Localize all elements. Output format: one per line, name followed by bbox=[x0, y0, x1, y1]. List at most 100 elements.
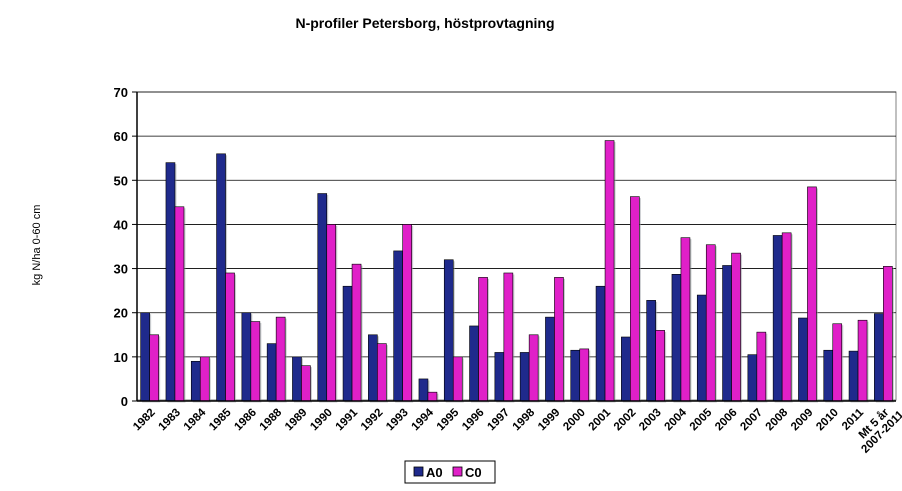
bar-a0-2005 bbox=[696, 294, 707, 402]
bar-a0-1992 bbox=[368, 334, 378, 402]
bar-a0-1994 bbox=[418, 378, 429, 402]
x-tick-label: 1985 bbox=[207, 406, 234, 433]
x-tick-label: 1982 bbox=[131, 407, 158, 434]
y-tick-label: 20 bbox=[114, 306, 128, 321]
x-tick-label: 2001 bbox=[587, 406, 614, 433]
x-tick-label: 1992 bbox=[359, 407, 386, 434]
bar-c0-1986 bbox=[250, 321, 261, 402]
x-tick-label: 1993 bbox=[384, 407, 411, 434]
bar-c0-2008 bbox=[781, 232, 792, 402]
y-tick-label: 40 bbox=[114, 217, 128, 232]
y-axis-label: kg N/ha 0-60 cm bbox=[31, 205, 43, 286]
bar-c0-2003 bbox=[655, 330, 665, 402]
bars bbox=[140, 140, 894, 403]
plot-area bbox=[136, 91, 897, 401]
x-tick-label: 1990 bbox=[308, 407, 335, 434]
bar-a0-2000 bbox=[570, 349, 581, 402]
bar-c0-1988 bbox=[275, 316, 286, 402]
bar-a0-1985 bbox=[216, 153, 226, 402]
bar-c0-2001 bbox=[604, 140, 615, 402]
bar-c0-1989 bbox=[301, 365, 311, 402]
bar-c0-1999 bbox=[554, 277, 564, 402]
chart-title: N-profiler Petersborg, höstprovtagning bbox=[295, 15, 554, 31]
legend: A0 C0 bbox=[404, 460, 496, 484]
x-tick-label: 1991 bbox=[334, 406, 361, 433]
bar-a0-2010 bbox=[823, 349, 834, 402]
bar-a0-1998 bbox=[519, 352, 530, 402]
bar-c0-2000 bbox=[579, 348, 590, 402]
legend-swatch-a0 bbox=[413, 466, 424, 477]
x-tick-label: 2007 bbox=[738, 407, 765, 434]
x-tick-label: 1988 bbox=[258, 406, 285, 433]
y-tick-label: 30 bbox=[114, 262, 128, 277]
x-tick-label: 1984 bbox=[182, 406, 209, 433]
y-tick-label: 10 bbox=[114, 350, 128, 365]
bar-a0-2004 bbox=[671, 274, 682, 402]
gridlines bbox=[137, 91, 896, 358]
x-tick-label: 2008 bbox=[764, 406, 791, 433]
x-tick-label: 1995 bbox=[435, 406, 462, 433]
x-tick-label: 1989 bbox=[283, 407, 310, 434]
x-tick-label: 2010 bbox=[814, 407, 841, 434]
bar-c0-2010 bbox=[832, 323, 843, 402]
bar-a0-1982 bbox=[140, 312, 150, 402]
bar-a0-1995 bbox=[443, 259, 454, 402]
bar-c0-1993 bbox=[402, 224, 412, 402]
bar-c0-1998 bbox=[528, 334, 539, 402]
bar-a0-2006 bbox=[722, 265, 732, 402]
bar-a0-mt-5-år bbox=[874, 313, 884, 402]
bar-c0-2011 bbox=[857, 319, 868, 402]
x-tick-label: 2004 bbox=[662, 406, 689, 433]
bar-a0-2003 bbox=[646, 300, 656, 402]
bar-c0-mt-5-år bbox=[883, 266, 893, 402]
bar-c0-1982 bbox=[149, 334, 159, 402]
x-ticks: 1982198319841985198619881989199019911992… bbox=[131, 406, 902, 455]
y-tick-label: 70 bbox=[114, 85, 128, 100]
y-tick-label: 50 bbox=[114, 173, 128, 188]
x-tick-label: 2002 bbox=[612, 407, 639, 434]
bar-a0-1991 bbox=[342, 285, 353, 402]
bar-a0-1984 bbox=[190, 360, 201, 402]
bar-c0-1990 bbox=[326, 224, 337, 402]
bar-c0-2006 bbox=[731, 252, 741, 402]
x-tick-label: 2005 bbox=[688, 406, 715, 433]
x-tick-label: 1996 bbox=[460, 407, 487, 434]
bar-c0-2007 bbox=[756, 331, 767, 402]
bar-c0-1991 bbox=[351, 263, 362, 402]
bar-c0-1996 bbox=[478, 277, 488, 402]
x-tick-label: 2009 bbox=[789, 407, 816, 434]
bar-a0-1988 bbox=[266, 343, 277, 402]
x-tick-label: 1983 bbox=[156, 407, 183, 434]
bar-a0-1996 bbox=[469, 325, 479, 402]
bar-a0-1999 bbox=[545, 316, 555, 402]
bar-a0-1990 bbox=[317, 193, 328, 402]
x-tick-label: 2000 bbox=[561, 407, 588, 434]
x-tick-label: 1997 bbox=[485, 407, 512, 434]
bar-a0-1986 bbox=[241, 312, 252, 402]
legend-label-c0: C0 bbox=[465, 465, 482, 480]
bar-a0-2011 bbox=[848, 350, 859, 402]
x-tick-label: 2003 bbox=[637, 407, 664, 434]
bar-a0-2001 bbox=[595, 285, 606, 402]
bar-c0-2002 bbox=[630, 196, 640, 402]
bar-a0-2009 bbox=[798, 317, 808, 402]
y-tick-label: 60 bbox=[114, 129, 128, 144]
x-tick-label: 1998 bbox=[511, 406, 538, 433]
bar-c0-1997 bbox=[503, 272, 514, 402]
bar-a0-1993 bbox=[393, 250, 403, 402]
bar-c0-2009 bbox=[807, 186, 817, 402]
legend-box bbox=[404, 460, 496, 484]
x-tick-label: 1986 bbox=[232, 407, 259, 434]
y-tick-label: 0 bbox=[121, 394, 128, 409]
bar-c0-1984 bbox=[199, 356, 210, 402]
bar-a0-2007 bbox=[747, 354, 758, 402]
bar-c0-2004 bbox=[680, 237, 691, 402]
bar-c0-2005 bbox=[705, 244, 716, 402]
bar-c0-1994 bbox=[427, 391, 438, 402]
x-tick-label: 1999 bbox=[536, 407, 563, 434]
y-ticks: 0 10 20 30 40 50 60 70 bbox=[114, 85, 137, 409]
bar-a0-2002 bbox=[621, 336, 631, 402]
x-tick-label: 2006 bbox=[713, 407, 740, 434]
bar-c0-1983 bbox=[174, 206, 185, 402]
